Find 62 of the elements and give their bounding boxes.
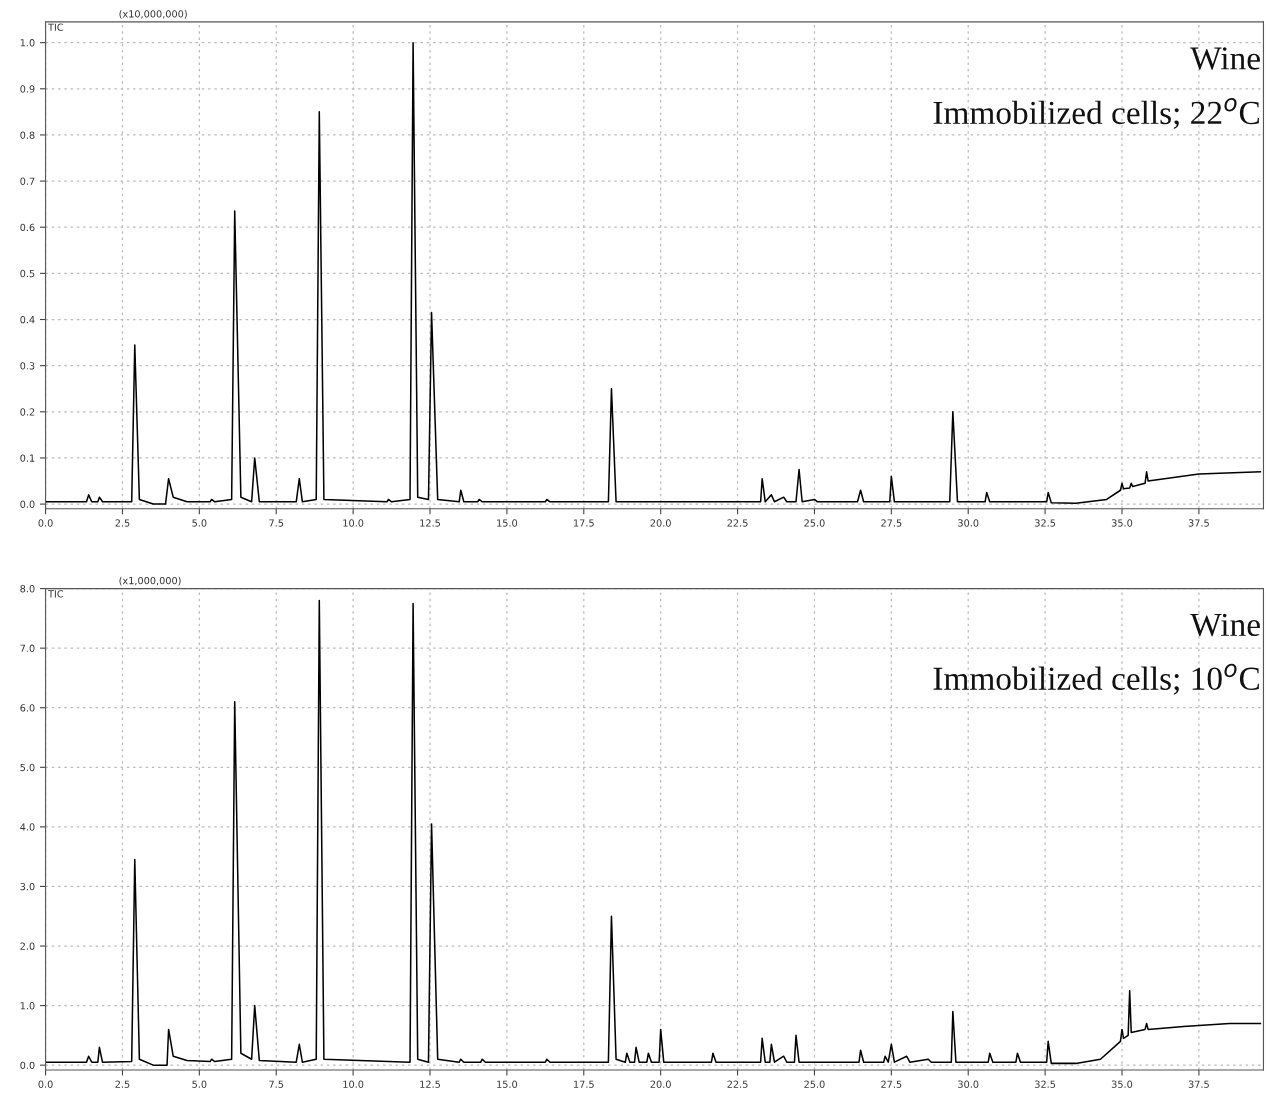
- y-tick-label: 0.2: [20, 408, 35, 416]
- y-tick-label: 1.0: [20, 39, 35, 47]
- y-tick-label: 3.0: [20, 882, 35, 891]
- x-tick-label: 22.5: [727, 1080, 748, 1088]
- y-tick-label: 0.0: [20, 500, 35, 508]
- annotation: TIC: [47, 590, 64, 598]
- x-tick-label: 2.5: [115, 519, 130, 527]
- x-tick-label: 22.5: [727, 519, 748, 527]
- y-tick-label: 0.8: [20, 131, 35, 139]
- text: (x1,000,000): [119, 576, 181, 586]
- line-series: [45, 41, 1262, 505]
- y-tick-label: 0.0: [20, 1061, 35, 1069]
- x-tick-label: 7.5: [269, 1080, 284, 1088]
- y-tick-label: 0.5: [20, 269, 35, 278]
- y-tick-label: 4.0: [20, 823, 35, 831]
- y-tick-label: 0.4: [20, 315, 35, 324]
- y-tick-label: 8.0: [20, 585, 35, 593]
- x-tick-label: 5.0: [192, 1080, 207, 1088]
- x-tick-label: 37.5: [1188, 519, 1209, 527]
- x-tick-label: 25.0: [804, 1080, 825, 1088]
- x-tick-label: 12.5: [420, 1080, 440, 1088]
- y-tick-label: 0.6: [20, 223, 35, 232]
- annotation: Immobilized cells; 22$^{o}$C: [933, 98, 1259, 129]
- x-tick-label: 30.0: [958, 1080, 979, 1088]
- annotation: Wine: [1190, 613, 1260, 637]
- x-tick-label: 20.0: [650, 519, 671, 527]
- x-tick-label: 32.5: [1035, 519, 1056, 527]
- x-tick-label: 10.0: [343, 1080, 364, 1088]
- annotation: TIC: [47, 23, 64, 31]
- y-tick-label: 0.9: [20, 85, 35, 93]
- x-tick-label: 27.5: [881, 1080, 902, 1088]
- x-tick-label: 17.5: [574, 1080, 594, 1088]
- x-tick-label: 15.0: [497, 519, 518, 527]
- y-tick-label: 0.1: [20, 454, 35, 462]
- x-tick-label: 5.0: [192, 519, 207, 527]
- x-tick-label: 17.5: [574, 519, 594, 527]
- x-tick-label: 15.0: [497, 1080, 518, 1088]
- x-tick-label: 32.5: [1035, 1080, 1056, 1088]
- x-tick-label: 0.0: [38, 1080, 53, 1088]
- annotation: Immobilized cells; 10$^{o}$C: [933, 663, 1259, 695]
- x-tick-label: 35.0: [1111, 1080, 1133, 1088]
- y-tick-label: 6.0: [20, 704, 35, 712]
- x-tick-label: 35.0: [1111, 519, 1133, 527]
- y-tick-label: 2.0: [20, 942, 35, 950]
- x-tick-label: 7.5: [269, 519, 284, 527]
- text: (x10,000,000): [119, 10, 187, 19]
- x-tick-label: 10.0: [343, 519, 364, 527]
- y-tick-label: 0.3: [20, 362, 35, 370]
- x-tick-label: 37.5: [1188, 1080, 1209, 1088]
- y-tick-label: 0.7: [20, 177, 35, 185]
- x-tick-label: 30.0: [958, 519, 979, 527]
- y-tick-label: 1.0: [20, 1002, 35, 1010]
- line-series: [45, 599, 1262, 1066]
- annotation: Wine: [1190, 47, 1260, 70]
- x-tick-label: 20.0: [650, 1080, 671, 1088]
- y-tick-label: 7.0: [20, 644, 35, 652]
- x-tick-label: 12.5: [420, 519, 440, 527]
- y-tick-label: 5.0: [20, 763, 35, 772]
- x-tick-label: 0.0: [38, 519, 53, 527]
- x-tick-label: 27.5: [881, 519, 902, 527]
- x-tick-label: 2.5: [115, 1080, 130, 1088]
- x-tick-label: 25.0: [804, 519, 825, 527]
